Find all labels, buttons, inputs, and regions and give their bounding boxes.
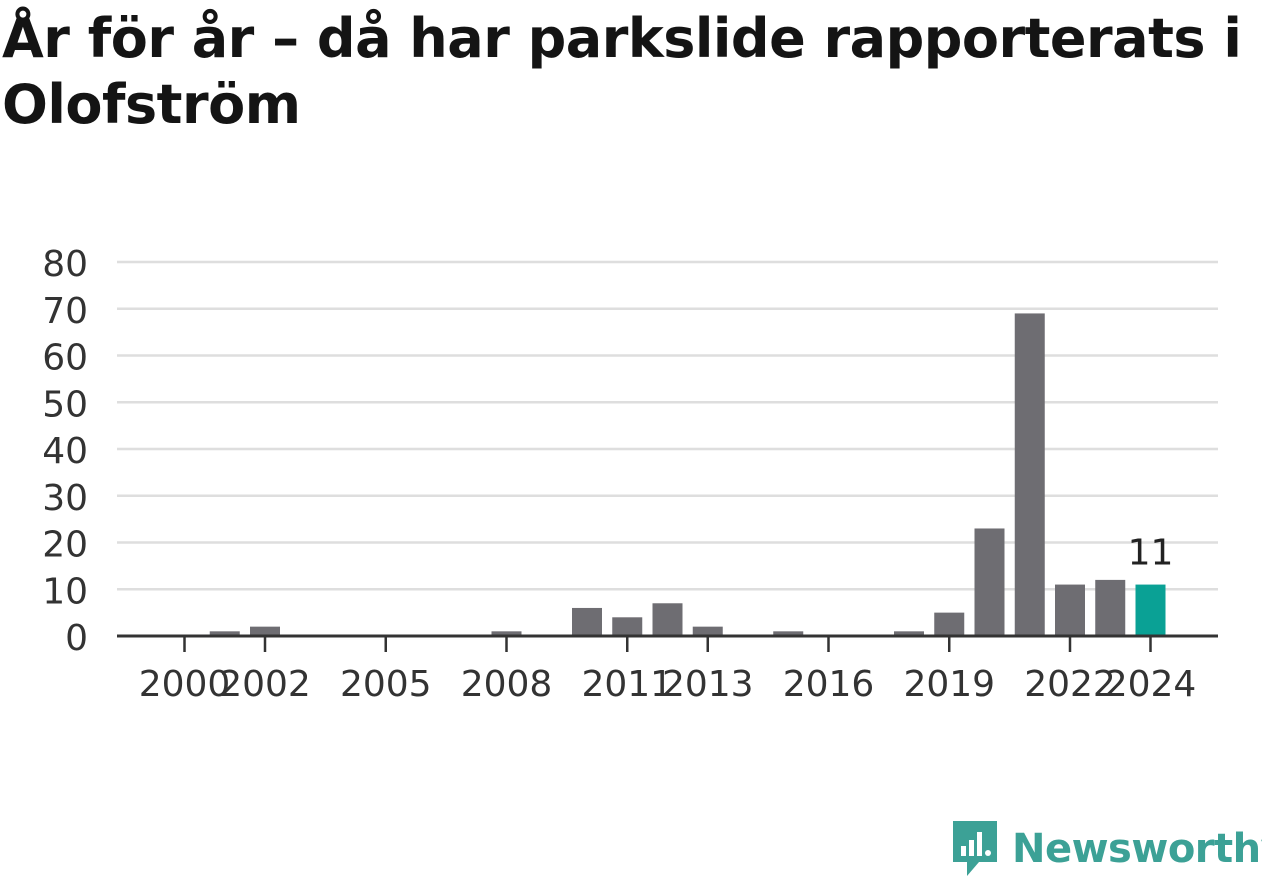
bar-2010 <box>572 607 602 636</box>
gridlines <box>117 260 1218 591</box>
y-tick-label: 20 <box>42 525 88 566</box>
bar-2012 <box>652 603 683 636</box>
x-tick-label: 2002 <box>219 664 311 705</box>
bar-2015 <box>773 631 804 636</box>
x-tick-label: 2022 <box>1024 664 1116 705</box>
newsworthy-logo: Newsworthy <box>950 818 1262 880</box>
chart-title: År för år – då har parkslide rapporterat… <box>2 7 1242 136</box>
x-tick-label: 2016 <box>783 664 875 705</box>
bar-2013 <box>692 626 723 636</box>
y-tick-label: 60 <box>42 338 88 379</box>
y-tick-label: 50 <box>42 384 88 425</box>
newsworthy-logo-icon <box>953 821 997 876</box>
x-tick-label: 2011 <box>581 664 673 705</box>
y-tick-label: 30 <box>42 478 88 519</box>
x-tick-label: 2024 <box>1105 664 1197 705</box>
x-tick-label: 2000 <box>139 664 231 705</box>
bar-2020 <box>974 528 1005 636</box>
bar-2011 <box>612 617 643 636</box>
newsworthy-logo-text: Newsworthy <box>1012 826 1262 872</box>
y-tick-label: 40 <box>42 431 88 472</box>
bar-2002 <box>250 626 280 636</box>
y-tick-label: 70 <box>42 291 88 332</box>
x-tick-label: 2019 <box>903 664 995 705</box>
y-tick-label: 10 <box>42 571 88 612</box>
bar-2001 <box>209 631 240 636</box>
y-tick-label: 80 <box>42 244 88 285</box>
bars <box>209 313 1166 636</box>
bar-2018 <box>894 631 924 636</box>
data-label: 11 <box>1128 533 1174 574</box>
x-axis <box>117 634 1218 652</box>
bar-2021 <box>1014 313 1045 636</box>
bar-2022 <box>1055 584 1085 636</box>
x-tick-label: 2013 <box>662 664 754 705</box>
bar-2008 <box>491 631 522 636</box>
bar-2024 <box>1135 584 1166 636</box>
bar-2023 <box>1095 579 1126 636</box>
y-tick-label: 0 <box>65 618 88 659</box>
x-tick-label: 2008 <box>461 664 553 705</box>
bar-2019 <box>934 612 965 636</box>
x-tick-label: 2005 <box>340 664 432 705</box>
